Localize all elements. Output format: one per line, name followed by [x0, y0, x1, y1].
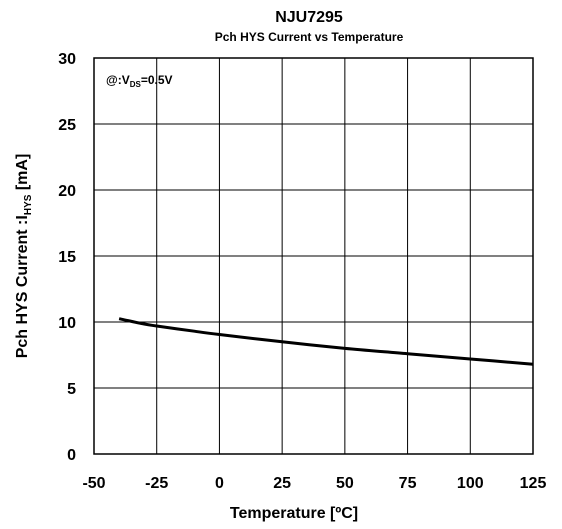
annotation-prefix: @:V [106, 73, 130, 87]
annotation-suffix: =0.5V [141, 73, 173, 87]
y-axis-label-main: Pch HYS Current :I [14, 215, 31, 358]
y-axis-label-unit: [mA] [14, 154, 31, 195]
y-tick-label: 5 [67, 381, 76, 398]
grid [93, 57, 534, 455]
x-tick-label: -50 [82, 475, 105, 492]
x-tick-label: 50 [336, 475, 354, 492]
tick-labels: -50 -25 0 25 50 75 100 125 0 5 10 15 20 25 30 [58, 51, 546, 492]
plot-frame [93, 57, 534, 455]
chart-subtitle: Pch HYS Current vs Temperature [215, 30, 404, 44]
x-tick-label: 100 [457, 475, 484, 492]
x-tick-label: 25 [273, 475, 291, 492]
chart-title: NJU7295 [275, 9, 343, 26]
y-axis-label: Pch HYS Current :IHYS [mA] [14, 154, 34, 359]
y-tick-label: 30 [58, 51, 76, 68]
series-line [118, 317, 534, 366]
annotation-sub: DS [130, 80, 142, 89]
y-tick-label: 10 [58, 315, 76, 332]
y-tick-label: 20 [58, 183, 76, 200]
y-axis-label-sub: HYS [23, 194, 34, 215]
y-tick-label: 25 [58, 117, 76, 134]
annotation: @:VDS=0.5V [106, 73, 173, 89]
x-axis-label: Temperature [ºC] [230, 505, 358, 522]
x-tick-label: 0 [215, 475, 224, 492]
x-tick-label: -25 [145, 475, 168, 492]
x-tick-label: 125 [520, 475, 547, 492]
series-layer [118, 317, 534, 366]
x-tick-label: 75 [399, 475, 417, 492]
y-tick-label: 0 [67, 447, 76, 464]
y-tick-label: 15 [58, 249, 76, 266]
